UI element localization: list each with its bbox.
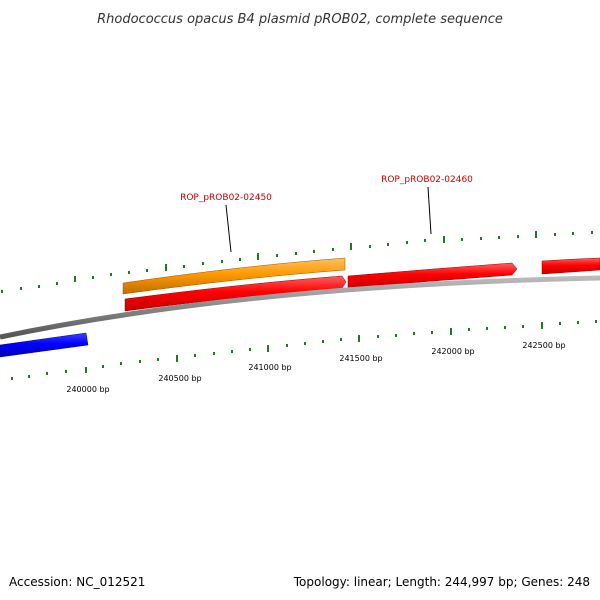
scale-label: 242500 bp [522, 341, 565, 350]
gene-label-leader-02460 [427, 186, 432, 235]
gene-forward-1[interactable] [124, 275, 347, 312]
summary-text: Topology: linear; Length: 244,997 bp; Ge… [293, 575, 590, 589]
map-title: Rhodococcus opacus B4 plasmid pROB02, co… [97, 12, 503, 27]
gene-label-group: ROP_pROB02-02450 ROP_pROB02-02460 [180, 175, 473, 253]
gene-label-02450: ROP_pROB02-02450 [180, 193, 272, 203]
outer-tick-track [1, 231, 593, 293]
gene-label-02460: ROP_pROB02-02460 [381, 175, 473, 185]
gene-rop-pROB02-02450-highlight[interactable] [122, 257, 346, 295]
gene-label-leader-02450 [225, 204, 232, 253]
scale-label: 241000 bp [248, 363, 291, 372]
scale-label: 242000 bp [431, 347, 474, 356]
scale-label: 241500 bp [339, 354, 382, 363]
scale-label-group: 240000 bp 240500 bp 241000 bp 241500 bp … [66, 341, 565, 394]
scale-label: 240500 bp [158, 374, 201, 383]
inner-tick-track [11, 320, 597, 380]
accession-text: Accession: NC_012521 [9, 575, 145, 589]
scale-label: 240000 bp [66, 385, 109, 394]
gene-forward-3[interactable] [541, 257, 600, 275]
gene-reverse-1[interactable] [0, 332, 89, 358]
sequence-backbone [0, 275, 600, 340]
